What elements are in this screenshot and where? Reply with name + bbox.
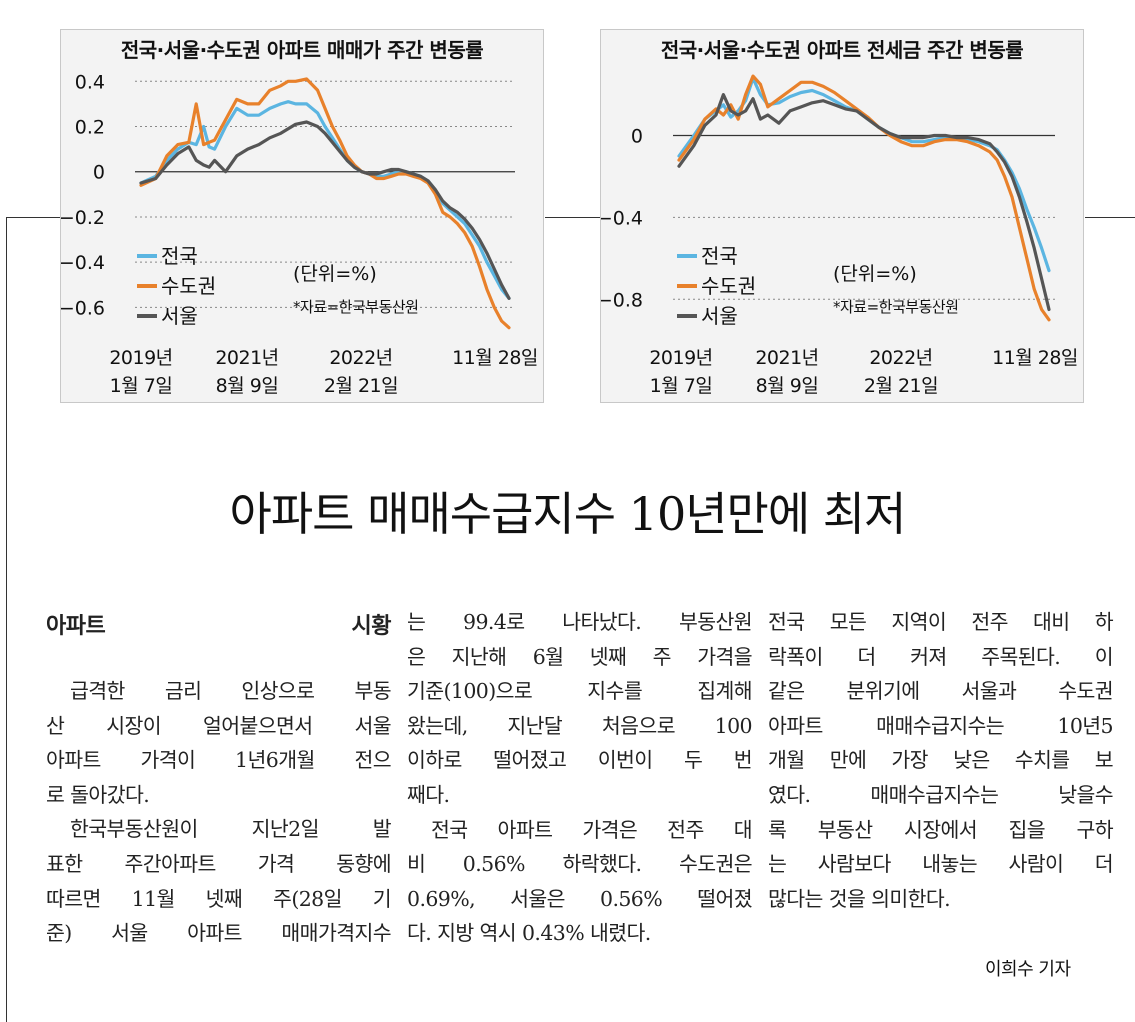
article-line: 산 시장이 얼어붙으면서 서울 [46, 713, 392, 738]
y-tick-label: −0.2 [61, 207, 105, 229]
article-line: 급격한 금리 인상으로 부동 [70, 679, 392, 703]
y-tick-label: 0 [93, 162, 105, 184]
frame-rule-middle [545, 217, 601, 218]
article-line: 전국 모든 지역이 전주 대비 하 [768, 610, 1114, 634]
article-line: 비 0.56% 하락했다. 수도권은 [407, 852, 753, 877]
x-tick-label: 2022년 [869, 347, 932, 369]
unit-note: (단위=%) [293, 263, 377, 285]
legend-label: 전국 [701, 244, 738, 268]
article-line: 아파트 매매수급지수는 10년5 [768, 713, 1114, 738]
article-line: 전국 아파트 가격은 전주 대 [431, 817, 753, 842]
unit-note: (단위=%) [833, 263, 917, 285]
x-tick-label: 2019년 [109, 347, 172, 369]
x-tick-label: 11월 28일 [452, 347, 538, 369]
article-line: 째다. [407, 782, 450, 807]
x-tick-label: 1월 7일 [650, 375, 713, 397]
chart-sale-price: 전국·서울·수도권 아파트 매매가 주간 변동률 0.4 0.2 0 −0.2 −0.4… [60, 29, 544, 403]
source-note: *자료=한국부동산원 [293, 298, 418, 316]
y-tick-label: −0.6 [61, 297, 105, 319]
x-tick-label: 11월 28일 [992, 347, 1078, 369]
series-line-2 [139, 120, 511, 300]
article-line: 였다. 매매수급지수는 낮을수 [768, 782, 1114, 807]
x-tick-label: 1월 7일 [110, 375, 173, 397]
article-line: 는 99.4로 나타났다. 부동산원 [407, 610, 753, 634]
chart-title: 전국·서울·수도권 아파트 전세금 주간 변동률 [660, 38, 1024, 62]
x-tick-label: 2021년 [215, 347, 278, 369]
article-line: 많다는 것을 의미한다. [768, 886, 951, 911]
legend-label: 서울 [161, 304, 198, 328]
article-line: 록 부동산 시장에서 집을 구하 [768, 817, 1114, 842]
article-line: 이하로 떨어졌고 이번이 두 번 [407, 748, 753, 773]
y-tick-label: −0.4 [601, 207, 643, 229]
source-note: *자료=한국부동산원 [833, 298, 958, 316]
article-line: 기준(100)으로 지수를 집계해 [407, 679, 753, 704]
byline: 이희수 기자 [985, 959, 1071, 980]
article-line: 왔는데, 지난달 처음으로 100 [407, 713, 753, 738]
article-line: 는 사람보다 내놓는 사람이 더 [768, 852, 1114, 877]
frame-rule-vertical [6, 217, 7, 1022]
x-tick-label: 2021년 [755, 347, 818, 369]
x-tick-label: 2월 21일 [324, 375, 398, 397]
article-line: 아파트 가격이 1년6개월 전으 [46, 748, 392, 773]
article-line: 같은 분위기에 서울과 수도권 [768, 679, 1114, 704]
y-tick-label: 0 [631, 126, 643, 148]
chart-title: 전국·서울·수도권 아파트 매매가 주간 변동률 [120, 38, 484, 62]
article-line: 따르면 11월 넷째 주(28일 기 [46, 886, 392, 911]
article-line: 0.69%, 서울은 0.56% 떨어졌 [407, 886, 753, 911]
legend-label: 수도권 [161, 274, 216, 298]
frame-rule-left [6, 217, 62, 218]
article-line: 로 돌아갔다. [46, 782, 150, 807]
series-line-2 [677, 92, 1051, 312]
frame-rule-right [1085, 217, 1135, 218]
x-tick-label: 2019년 [649, 347, 712, 369]
y-tick-label: 0.4 [75, 71, 105, 93]
article-line: 다. 지방 역시 0.43% 내렸다. [407, 921, 651, 946]
series-line-1 [139, 77, 511, 330]
article-line: 준) 서울 아파트 매매가격지수 [46, 921, 392, 946]
legend-label: 수도권 [701, 274, 756, 298]
article-line: 표한 주간아파트 가격 동향에 [46, 851, 392, 876]
series-line-0 [677, 76, 1051, 273]
legend-label: 서울 [701, 304, 738, 328]
article-line: 개월 만에 가장 낮은 수치를 보 [768, 748, 1114, 773]
section-title: 아파트 시황 [46, 614, 392, 639]
x-tick-label: 2월 21일 [864, 375, 938, 397]
y-tick-label: −0.4 [61, 252, 105, 274]
y-tick-label: 0.2 [75, 117, 105, 139]
legend-label: 전국 [161, 244, 198, 268]
x-tick-label: 2022년 [329, 347, 392, 369]
y-tick-label: −0.8 [601, 289, 643, 311]
headline: 아파트 매매수급지수 10년만에 최저 [229, 487, 907, 541]
x-tick-label: 8월 9일 [216, 375, 279, 397]
series-line-1 [677, 74, 1051, 322]
x-tick-label: 8월 9일 [756, 375, 819, 397]
article-line: 은 지난해 6월 넷째 주 가격을 [407, 644, 753, 669]
article-line: 락폭이 더 커져 주목된다. 이 [768, 644, 1114, 669]
article-line: 한국부동산원이 지난2일 발 [70, 817, 392, 842]
